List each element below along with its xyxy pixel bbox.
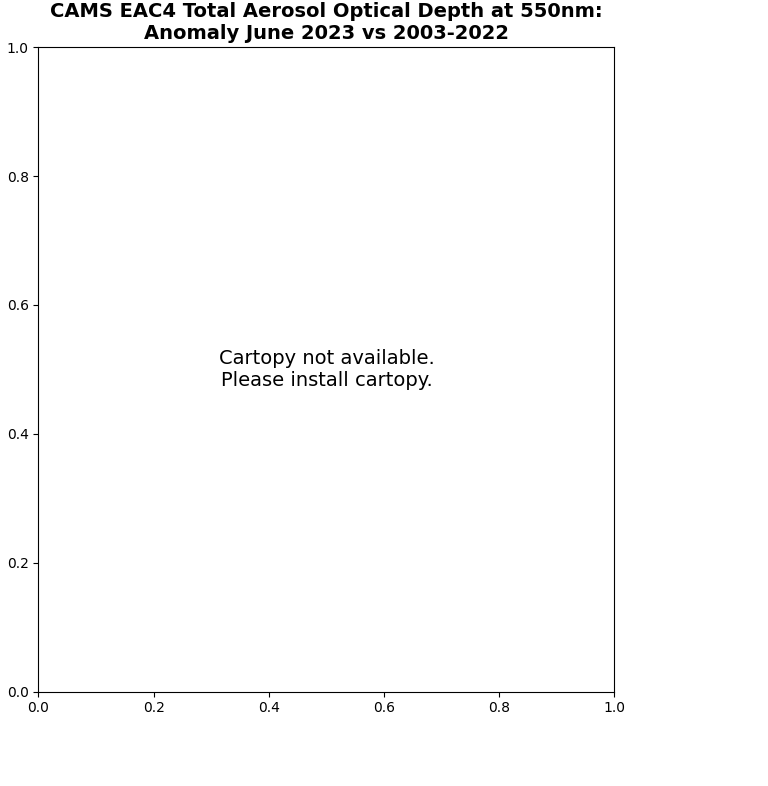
Title: CAMS EAC4 Total Aerosol Optical Depth at 550nm:
Anomaly June 2023 vs 2003-2022: CAMS EAC4 Total Aerosol Optical Depth at… xyxy=(50,2,603,42)
Text: Cartopy not available.
Please install cartopy.: Cartopy not available. Please install ca… xyxy=(219,349,434,390)
